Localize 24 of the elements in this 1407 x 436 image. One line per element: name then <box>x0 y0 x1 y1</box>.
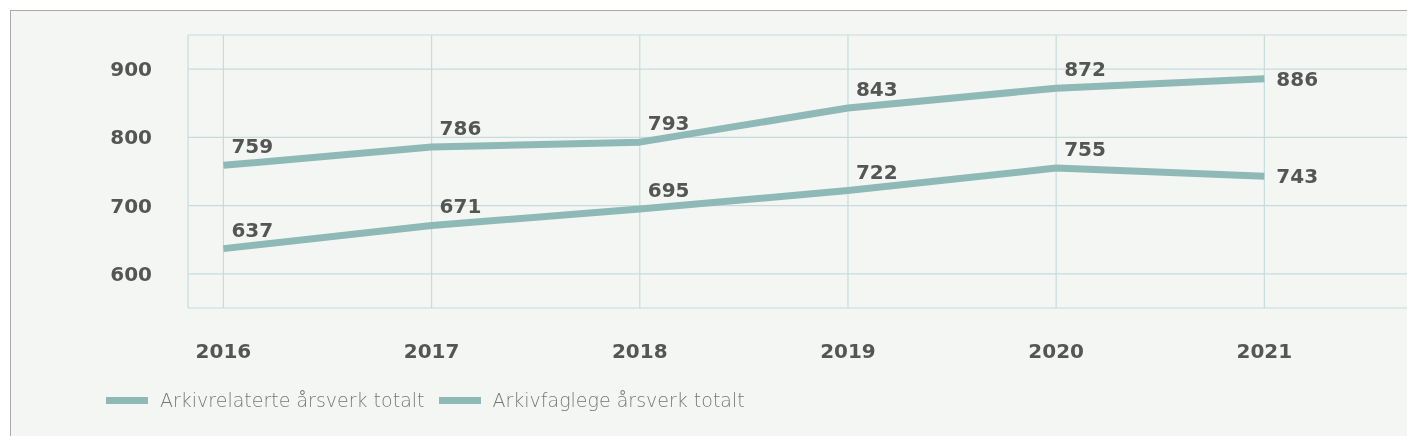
x-tick-label: 2018 <box>611 339 668 364</box>
x-tick-label: 2019 <box>820 339 876 364</box>
data-label: 843 <box>855 77 898 102</box>
x-tick-label: 2017 <box>403 339 460 364</box>
y-tick-label: 900 <box>110 57 152 82</box>
data-label: 695 <box>647 178 690 203</box>
data-label: 637 <box>231 217 274 242</box>
y-tick-label: 600 <box>110 261 152 286</box>
data-label: 743 <box>1276 164 1319 189</box>
x-tick-label: 2020 <box>1028 339 1084 364</box>
data-label: 755 <box>1064 137 1106 162</box>
data-label: 872 <box>1064 57 1106 82</box>
data-label: 886 <box>1276 66 1319 91</box>
x-tick-label: 2021 <box>1236 339 1293 364</box>
data-label: 759 <box>231 134 274 159</box>
y-tick-label: 800 <box>110 125 152 150</box>
x-tick-label: 2016 <box>195 339 252 364</box>
legend-label: Arkivrelaterte årsverk totalt <box>160 389 425 411</box>
data-label: 793 <box>647 111 690 136</box>
data-label: 722 <box>855 159 898 184</box>
data-label: 786 <box>439 115 482 140</box>
data-label: 671 <box>439 194 482 219</box>
y-tick-label: 700 <box>110 193 152 218</box>
legend-label: Arkivfaglege årsverk totalt <box>492 389 745 411</box>
